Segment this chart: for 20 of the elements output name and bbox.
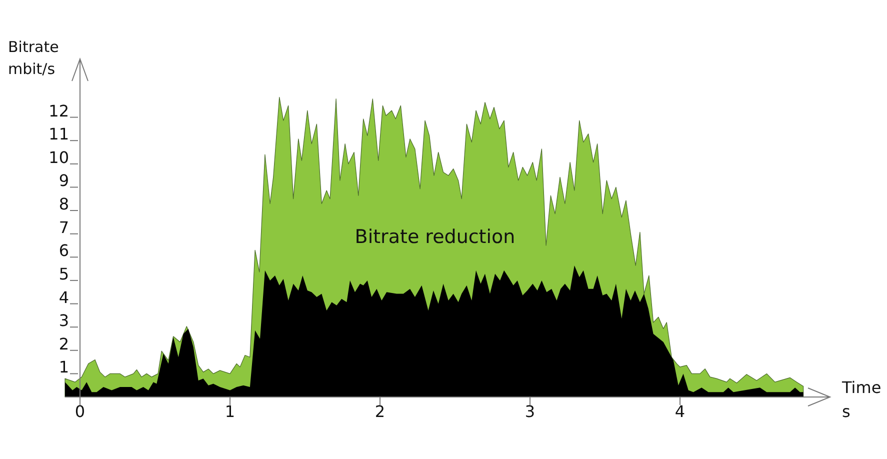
y-tick-label: 9 (58, 171, 69, 190)
annotation: Bitrate reduction (354, 226, 516, 248)
x-tick-label: 3 (524, 402, 536, 421)
y-tick-label: 2 (58, 334, 69, 354)
y-tick-label: 5 (58, 264, 69, 284)
y-tick-label: 7 (58, 218, 69, 237)
y-tick-label: 1 (58, 358, 69, 377)
y-tick-label: 8 (58, 194, 69, 214)
y-tick-label: 10 (48, 148, 69, 167)
y-tick-label: 4 (58, 288, 69, 307)
y-tick-label: 6 (58, 241, 69, 260)
x-tick-label: 2 (374, 402, 386, 421)
y-tick-label: 3 (58, 311, 69, 330)
x-axis-title: Time s (841, 378, 882, 421)
x-tick-label: 4 (674, 402, 686, 421)
x-tick-label: 0 (74, 402, 86, 421)
y-axis-title: Bitrate mbit/s (8, 38, 59, 78)
x-tick-label: 1 (224, 402, 236, 421)
y-tick-label: 11 (48, 124, 69, 144)
y-tick-label: 12 (48, 101, 69, 120)
